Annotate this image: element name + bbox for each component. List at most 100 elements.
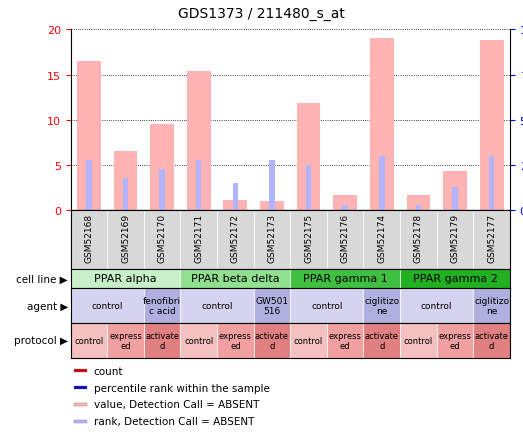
Bar — [260, 201, 284, 210]
Text: GW501
516: GW501 516 — [255, 297, 289, 315]
Bar — [223, 201, 247, 210]
Bar — [74, 420, 87, 423]
Text: GSM52174: GSM52174 — [377, 214, 386, 262]
Bar — [217, 323, 254, 358]
Text: ciglitizo
ne: ciglitizo ne — [364, 297, 400, 315]
Bar — [327, 323, 363, 358]
Bar — [473, 323, 510, 358]
Text: control: control — [421, 302, 452, 310]
Bar — [187, 72, 211, 210]
Bar — [437, 210, 473, 269]
Bar — [290, 269, 400, 289]
Bar — [473, 210, 510, 269]
Text: ciglitizo
ne: ciglitizo ne — [474, 297, 509, 315]
Text: PPAR gamma 1: PPAR gamma 1 — [303, 274, 388, 284]
Bar — [71, 210, 107, 269]
Text: GSM52176: GSM52176 — [340, 214, 350, 263]
Bar — [327, 210, 363, 269]
Bar — [370, 39, 394, 210]
Text: GDS1373 / 211480_s_at: GDS1373 / 211480_s_at — [178, 7, 345, 20]
Bar — [443, 172, 467, 210]
Text: GSM52175: GSM52175 — [304, 214, 313, 263]
Bar — [480, 41, 504, 210]
Text: percentile rank within the sample: percentile rank within the sample — [94, 383, 269, 393]
Text: cell line ▶: cell line ▶ — [16, 274, 68, 284]
Bar — [416, 206, 421, 210]
Bar — [254, 289, 290, 323]
Bar — [333, 195, 357, 210]
Bar — [144, 210, 180, 269]
Text: count: count — [94, 366, 123, 376]
Text: activate
d: activate d — [474, 332, 509, 350]
Text: protocol ▶: protocol ▶ — [14, 336, 68, 345]
Bar — [363, 323, 400, 358]
Bar — [343, 206, 348, 210]
Text: GSM52171: GSM52171 — [194, 214, 203, 263]
Text: GSM52169: GSM52169 — [121, 214, 130, 263]
Text: control: control — [201, 302, 233, 310]
Bar — [86, 161, 92, 210]
Bar — [400, 323, 437, 358]
Bar — [107, 210, 144, 269]
Bar — [290, 210, 327, 269]
Bar — [180, 323, 217, 358]
Bar — [269, 161, 275, 210]
Bar — [400, 269, 510, 289]
Bar — [400, 210, 437, 269]
Text: control: control — [404, 336, 433, 345]
Bar — [473, 289, 510, 323]
Bar — [160, 170, 165, 210]
Bar — [254, 210, 290, 269]
Bar — [290, 289, 363, 323]
Text: PPAR beta delta: PPAR beta delta — [191, 274, 280, 284]
Bar — [406, 195, 430, 210]
Bar — [290, 323, 327, 358]
Text: express
ed: express ed — [109, 332, 142, 350]
Bar — [71, 269, 180, 289]
Text: activate
d: activate d — [365, 332, 399, 350]
Text: GSM52177: GSM52177 — [487, 214, 496, 263]
Bar — [180, 210, 217, 269]
Bar — [144, 323, 180, 358]
Text: express
ed: express ed — [219, 332, 252, 350]
Bar — [254, 323, 290, 358]
Text: control: control — [184, 336, 213, 345]
Bar — [363, 210, 400, 269]
Bar — [363, 289, 400, 323]
Text: control: control — [74, 336, 104, 345]
Text: GSM52178: GSM52178 — [414, 214, 423, 263]
Bar — [74, 369, 87, 372]
Bar — [71, 323, 107, 358]
Bar — [74, 403, 87, 406]
Text: value, Detection Call = ABSENT: value, Detection Call = ABSENT — [94, 399, 259, 409]
Bar — [297, 103, 321, 210]
Bar — [74, 386, 87, 389]
Bar — [123, 179, 128, 210]
Bar — [107, 323, 144, 358]
Bar — [437, 323, 473, 358]
Bar — [180, 289, 254, 323]
Text: activate
d: activate d — [255, 332, 289, 350]
Bar — [113, 152, 138, 210]
Text: GSM52173: GSM52173 — [267, 214, 277, 263]
Bar — [144, 289, 180, 323]
Bar — [379, 156, 384, 210]
Bar — [77, 62, 101, 210]
Text: control: control — [311, 302, 343, 310]
Bar — [217, 210, 254, 269]
Text: rank, Detection Call = ABSENT: rank, Detection Call = ABSENT — [94, 416, 254, 426]
Text: GSM52179: GSM52179 — [450, 214, 460, 263]
Text: control: control — [294, 336, 323, 345]
Text: control: control — [92, 302, 123, 310]
Text: GSM52168: GSM52168 — [84, 214, 94, 263]
Text: PPAR alpha: PPAR alpha — [94, 274, 157, 284]
Text: agent ▶: agent ▶ — [27, 301, 68, 311]
Text: express
ed: express ed — [439, 332, 471, 350]
Bar — [150, 125, 174, 210]
Text: GSM52172: GSM52172 — [231, 214, 240, 262]
Bar — [306, 165, 311, 210]
Bar — [400, 289, 473, 323]
Text: activate
d: activate d — [145, 332, 179, 350]
Bar — [196, 161, 201, 210]
Bar — [233, 184, 238, 210]
